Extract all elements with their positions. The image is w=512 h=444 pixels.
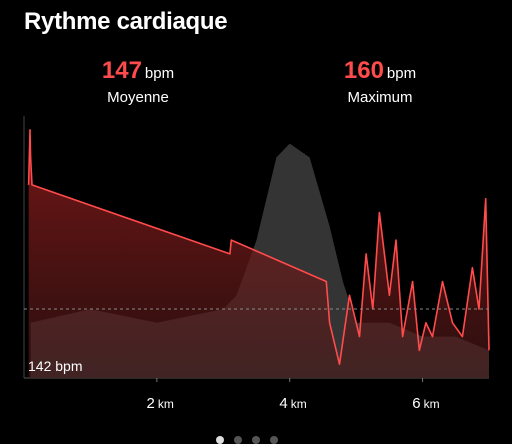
page-dot[interactable] <box>270 436 278 444</box>
maximum-unit: bpm <box>386 65 417 82</box>
maximum-label: Maximum <box>347 89 413 106</box>
page-dot[interactable] <box>216 436 224 444</box>
maximum-stat: 160 bpm Maximum <box>322 57 438 107</box>
x-tick-label: 4 <box>279 395 287 412</box>
x-tick-unit: km <box>424 397 440 411</box>
average-label: Moyenne <box>107 89 169 106</box>
y-baseline-label: 142 bpm <box>28 358 82 374</box>
x-tick-label: 2 <box>147 395 155 412</box>
average-value: 147 <box>101 57 142 84</box>
average-unit: bpm <box>144 65 175 82</box>
page-title: Rythme cardiaque <box>24 8 228 35</box>
page-dot[interactable] <box>252 436 260 444</box>
page-dot[interactable] <box>234 436 242 444</box>
x-tick-unit: km <box>158 397 174 411</box>
page-indicator[interactable] <box>216 436 278 444</box>
heart-rate-area <box>28 129 489 378</box>
x-tick-label: 6 <box>412 395 420 412</box>
maximum-value: 160 <box>343 57 384 84</box>
x-tick-unit: km <box>291 397 307 411</box>
heart-rate-line <box>27 129 490 365</box>
average-stat: 147 bpm Moyenne <box>82 57 194 107</box>
